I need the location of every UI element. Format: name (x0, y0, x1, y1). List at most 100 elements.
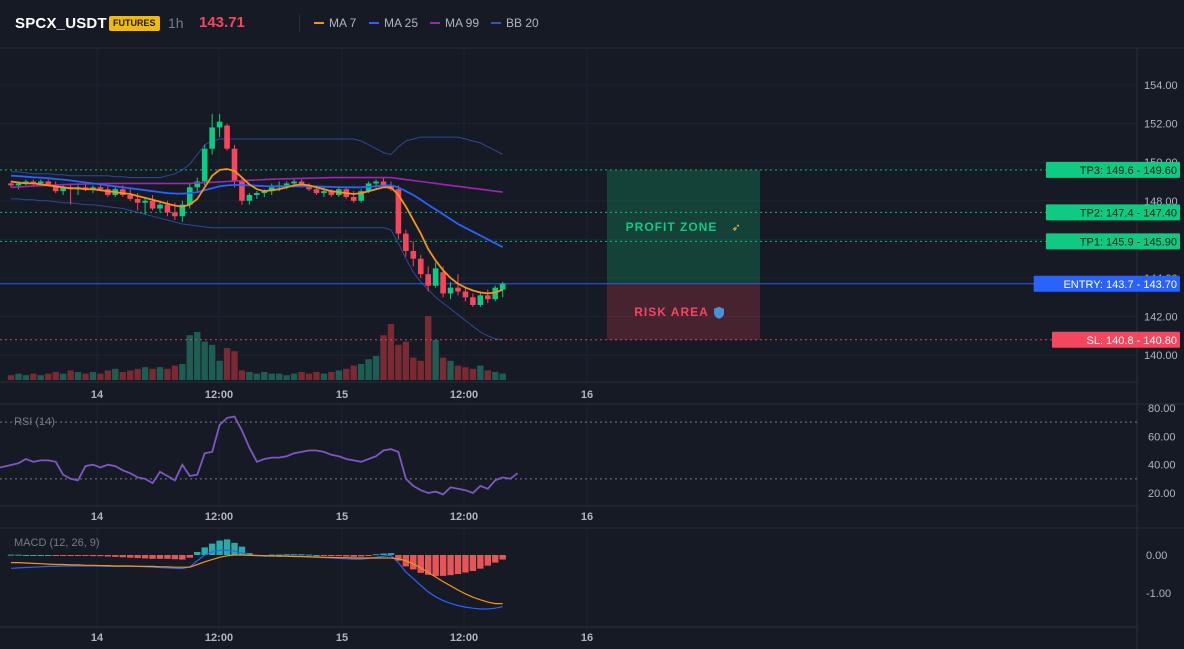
candle-body (417, 258, 424, 275)
header-divider (299, 14, 300, 32)
macd-hist-bar (305, 554, 313, 556)
rocket-icon: ➶ (732, 221, 741, 234)
macd-y-tick: -1.00 (1146, 588, 1171, 600)
macd-hist-bar (238, 546, 246, 555)
x-tick-label: 12:00 (205, 632, 233, 644)
candle-body (187, 187, 193, 205)
candle-body (157, 204, 163, 209)
volume-bar (462, 367, 469, 380)
macd-hist-bar (201, 547, 208, 555)
legend-ma25[interactable]: MA 25 (369, 16, 418, 30)
macd-hist-bar (276, 554, 283, 556)
macd-hist-bar (454, 555, 462, 574)
last-price: 143.71 (199, 14, 245, 31)
legend-ma99[interactable]: MA 99 (430, 16, 479, 30)
legend-bb20[interactable]: BB 20 (491, 16, 539, 30)
candle-body (268, 187, 275, 192)
candle-body (23, 181, 29, 184)
volume-bar (246, 372, 253, 380)
volume-bar (7, 375, 15, 380)
macd-hist-bar (365, 555, 372, 556)
candle-body (179, 204, 186, 217)
candle-body (254, 193, 260, 196)
macd-hist-bar (104, 555, 112, 557)
volume-bar (52, 372, 59, 380)
volume-bar (149, 368, 156, 380)
macd-hist-bar (499, 555, 506, 560)
macd-hist-bar (7, 554, 15, 556)
macd-hist-bar (357, 555, 365, 557)
candle-body (261, 191, 268, 194)
macd-hist-bar (439, 555, 447, 576)
level-tag-text: SL: 140.8 - 140.80 (1086, 335, 1177, 347)
legend-ma7[interactable]: MA 7 (314, 16, 356, 30)
macd-hist-bar (82, 555, 89, 556)
macd-hist-bar (59, 555, 67, 556)
interval-label[interactable]: 1h (168, 15, 184, 31)
candle-body (499, 283, 506, 290)
level-tag (1052, 331, 1180, 348)
volume-bar (276, 373, 283, 380)
volume-bar (97, 373, 104, 380)
macd-hist-bar (410, 555, 417, 570)
candle-body (142, 200, 148, 203)
legend-bb20-label: BB 20 (506, 16, 539, 30)
volume-bar (499, 373, 506, 380)
candle-body (134, 198, 141, 203)
candle-body (38, 181, 44, 184)
candle-body (209, 127, 215, 149)
macd-hist-bar (30, 555, 37, 556)
macd-hist-bar (97, 555, 104, 557)
candle-body (306, 185, 312, 190)
macd-hist-bar (425, 555, 432, 575)
macd-hist-bar (417, 555, 424, 573)
candle-body (403, 233, 409, 251)
macd-hist-bar (313, 555, 320, 556)
volume-bar (283, 375, 290, 380)
candle-body (172, 212, 178, 217)
rsi-y-tick: 60.00 (1148, 431, 1176, 443)
volume-bar (127, 370, 134, 380)
candle-body (485, 295, 491, 300)
macd-hist-bar (484, 555, 491, 566)
candle-body (440, 272, 446, 294)
macd-hist-bar (156, 555, 164, 559)
macd-hist-bar (74, 555, 82, 556)
x-tick-label: 12:00 (450, 511, 478, 523)
candle-body (8, 183, 14, 186)
candle-body (246, 195, 253, 201)
macd-hist-bar (268, 554, 275, 556)
macd-hist-bar (328, 555, 335, 556)
volume-bar (119, 372, 126, 380)
volume-bar (380, 335, 387, 380)
candle-body (321, 191, 327, 194)
y-tick-label: 152.00 (1144, 119, 1178, 131)
candle-body (373, 181, 379, 184)
macd-hist-bar (141, 555, 149, 559)
volume-bar (268, 373, 275, 380)
volume-bar (22, 375, 30, 380)
volume-bar (484, 370, 491, 380)
candle-body (470, 297, 476, 306)
symbol-name[interactable]: SPCX_USDT (15, 15, 107, 32)
macd-hist-bar (164, 555, 171, 559)
volume-bar (231, 351, 238, 380)
macd-hist-bar (231, 542, 238, 555)
rsi-title: RSI (14) (14, 416, 55, 428)
candle-body (224, 125, 230, 149)
volume-bar (179, 364, 186, 380)
candle-body (119, 189, 126, 196)
volume-bar (186, 335, 193, 380)
macd-hist-bar (208, 543, 216, 555)
candle-body (90, 187, 96, 190)
ma25-swatch (369, 22, 379, 24)
candle-body (45, 181, 52, 186)
volume-bar (89, 372, 97, 380)
level-tag-text: TP1: 145.9 - 145.90 (1080, 236, 1177, 248)
candle-body (492, 287, 499, 300)
candle-body (164, 204, 171, 213)
macd-hist-bar (432, 555, 439, 576)
candle-body (395, 189, 402, 234)
bb-lower-line (11, 198, 503, 341)
